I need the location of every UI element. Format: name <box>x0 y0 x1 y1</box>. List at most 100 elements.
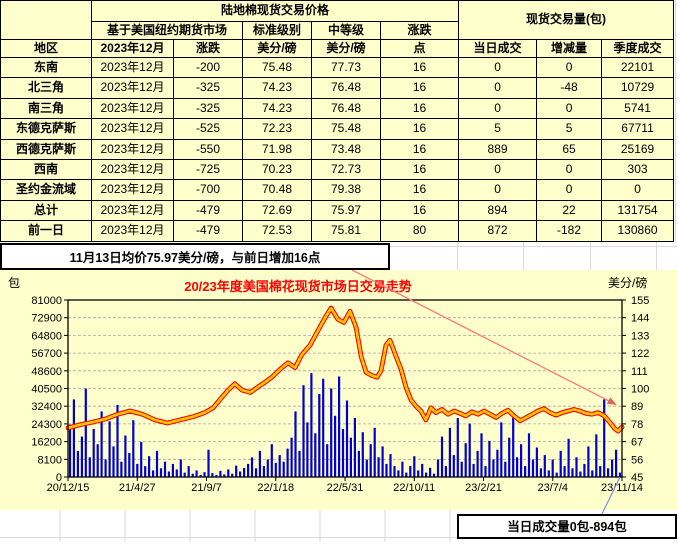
cell-mid-price[interactable]: 73.48 <box>311 138 381 160</box>
cell-delta[interactable]: -48 <box>536 77 603 99</box>
cell-daily-volume[interactable]: 0 <box>458 56 538 79</box>
cell-std-price[interactable]: 72.23 <box>242 118 312 140</box>
cell-month[interactable]: 2023年12月 <box>91 138 174 160</box>
cell-month[interactable]: 2023年12月 <box>91 199 174 222</box>
cell-points[interactable]: 16 <box>379 56 460 79</box>
cell-region[interactable]: 东南 <box>0 56 92 79</box>
cell-seasonal-volume[interactable]: 22101 <box>601 56 675 79</box>
cell-region[interactable]: 北三角 <box>0 77 92 99</box>
header-seasonal[interactable]: 季度成交 <box>601 39 675 58</box>
cell-region[interactable]: 东德克萨斯 <box>0 118 92 140</box>
cell-month[interactable]: 2023年12月 <box>91 118 174 140</box>
daily-volume-callout-box[interactable]: 当日成交量0包-894包 <box>457 514 677 539</box>
cell-seasonal-volume[interactable]: 131754 <box>601 199 675 222</box>
cell-std-price[interactable]: 75.48 <box>242 56 312 79</box>
cell-region[interactable]: 总计 <box>0 199 92 222</box>
cell-delta[interactable]: 0 <box>536 158 603 181</box>
cell-month[interactable]: 2023年12月 <box>91 158 174 181</box>
cell-points[interactable]: 16 <box>379 77 460 99</box>
cell-seasonal-volume[interactable]: 130860 <box>601 220 675 242</box>
cell-std-price[interactable]: 72.69 <box>242 199 312 222</box>
cell-change[interactable]: -479 <box>173 220 243 242</box>
cell-points[interactable]: 16 <box>379 179 460 201</box>
cell-seasonal-volume[interactable]: 303 <box>601 158 675 181</box>
cell-region[interactable]: 西德克萨斯 <box>0 138 92 160</box>
header-unit-mid[interactable]: 美分/磅 <box>311 39 381 58</box>
cell-mid-price[interactable]: 76.48 <box>311 77 381 99</box>
corner-cell[interactable] <box>0 0 92 40</box>
cell-points[interactable]: 16 <box>379 199 460 222</box>
cell-points[interactable]: 16 <box>379 138 460 160</box>
cell-change[interactable]: -325 <box>173 97 243 120</box>
cell-daily-volume[interactable]: 5 <box>458 118 538 140</box>
cell-seasonal-volume[interactable]: 0 <box>601 179 675 201</box>
header-unit-std[interactable]: 美分/磅 <box>242 39 312 58</box>
cell-std-price[interactable]: 72.53 <box>242 220 312 242</box>
cell-region[interactable]: 圣约金流域 <box>0 179 92 201</box>
cell-daily-volume[interactable]: 0 <box>458 97 538 120</box>
header-volume-group[interactable]: 现货交易量(包) <box>458 0 675 40</box>
header-change[interactable]: 涨跌 <box>173 39 243 58</box>
cell-delta[interactable]: 0 <box>536 97 603 120</box>
cell-daily-volume[interactable]: 0 <box>458 179 538 201</box>
cell-std-price[interactable]: 74.23 <box>242 97 312 120</box>
cell-change[interactable]: -700 <box>173 179 243 201</box>
cell-points[interactable]: 80 <box>379 220 460 242</box>
cell-seasonal-volume[interactable]: 5741 <box>601 97 675 120</box>
cell-change[interactable]: -525 <box>173 118 243 140</box>
cell-month[interactable]: 2023年12月 <box>91 56 174 79</box>
cell-points[interactable]: 16 <box>379 97 460 120</box>
cell-delta[interactable]: 5 <box>536 118 603 140</box>
header-mid-grade[interactable]: 中等级 <box>311 21 381 40</box>
cell-seasonal-volume[interactable]: 67711 <box>601 118 675 140</box>
cell-delta[interactable]: 65 <box>536 138 603 160</box>
cell-points[interactable]: 16 <box>379 118 460 140</box>
cell-region[interactable]: 南三角 <box>0 97 92 120</box>
cell-mid-price[interactable]: 75.81 <box>311 220 381 242</box>
cell-change[interactable]: -550 <box>173 138 243 160</box>
table-title[interactable]: 陆地棉现货交易价格 <box>90 0 460 22</box>
header-daily[interactable]: 当日成交 <box>458 39 538 58</box>
average-price-note-box[interactable]: 11月13日均价75.97美分/磅，与前日增加16点 <box>0 243 390 270</box>
cell-daily-volume[interactable]: 0 <box>458 77 538 99</box>
cell-region[interactable]: 前一日 <box>0 220 92 242</box>
cell-change[interactable]: -325 <box>173 77 243 99</box>
header-region[interactable]: 地区 <box>0 39 92 58</box>
cell-region[interactable]: 西南 <box>0 158 92 181</box>
cell-change[interactable]: -200 <box>173 56 243 79</box>
cell-daily-volume[interactable]: 0 <box>458 158 538 181</box>
cell-delta[interactable]: 0 <box>536 179 603 201</box>
cell-delta[interactable]: -182 <box>536 220 603 242</box>
cell-std-price[interactable]: 71.98 <box>242 138 312 160</box>
cell-mid-price[interactable]: 75.97 <box>311 199 381 222</box>
header-points[interactable]: 点 <box>379 39 460 58</box>
cell-std-price[interactable]: 74.23 <box>242 77 312 99</box>
header-delta[interactable]: 增减量 <box>536 39 603 58</box>
cell-month[interactable]: 2023年12月 <box>91 220 174 242</box>
cell-delta[interactable]: 0 <box>536 56 603 79</box>
cell-std-price[interactable]: 70.48 <box>242 179 312 201</box>
cell-points[interactable]: 16 <box>379 158 460 181</box>
header-month[interactable]: 2023年12月 <box>91 39 174 58</box>
cell-daily-volume[interactable]: 889 <box>458 138 538 160</box>
cell-month[interactable]: 2023年12月 <box>91 97 174 120</box>
cell-mid-price[interactable]: 76.48 <box>311 97 381 120</box>
cell-mid-price[interactable]: 77.73 <box>311 56 381 79</box>
header-change-top[interactable]: 涨跌 <box>379 21 460 40</box>
cell-seasonal-volume[interactable]: 10729 <box>601 77 675 99</box>
header-std-grade[interactable]: 标准级别 <box>242 21 312 40</box>
cell-std-price[interactable]: 70.23 <box>242 158 312 181</box>
header-basis[interactable]: 基于美国纽约期货市场 <box>91 21 243 40</box>
cell-mid-price[interactable]: 79.38 <box>311 179 381 201</box>
cell-mid-price[interactable]: 75.48 <box>311 118 381 140</box>
cell-month[interactable]: 2023年12月 <box>91 77 174 99</box>
cell-seasonal-volume[interactable]: 25169 <box>601 138 675 160</box>
cell-daily-volume[interactable]: 872 <box>458 220 538 242</box>
cell-delta[interactable]: 22 <box>536 199 603 222</box>
cell-change[interactable]: -725 <box>173 158 243 181</box>
cell-daily-volume[interactable]: 894 <box>458 199 538 222</box>
cell-mid-price[interactable]: 72.73 <box>311 158 381 181</box>
cell-change[interactable]: -479 <box>173 199 243 222</box>
cell-month[interactable]: 2023年12月 <box>91 179 174 201</box>
daily-trade-trend-chart[interactable]: 0 45 8100 56 16200 67 24300 78 32400 89 40500 100 48… <box>0 269 678 542</box>
